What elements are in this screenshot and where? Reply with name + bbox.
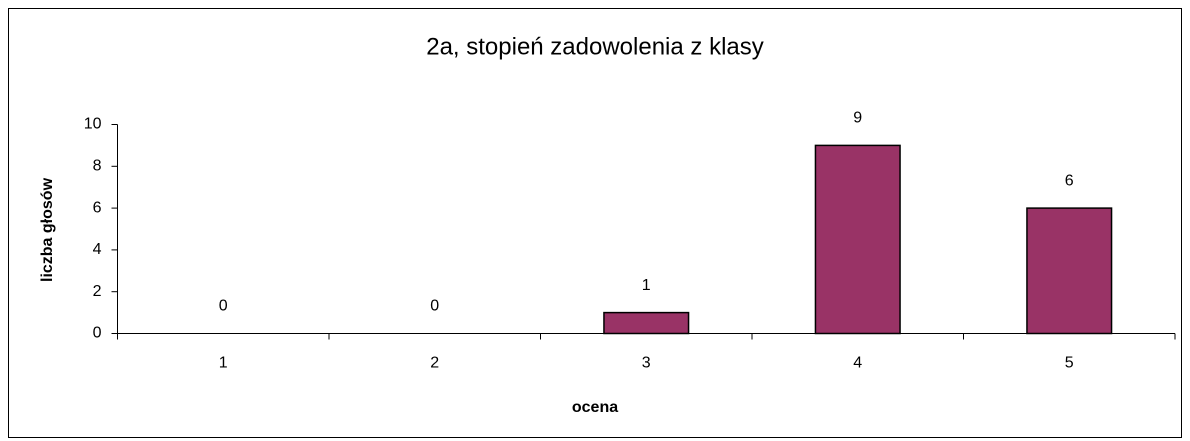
x-tick-label: 3 [642,355,651,372]
x-axis-title: ocena [572,399,618,416]
x-tick-label: 2 [430,355,439,372]
data-label: 9 [853,110,862,127]
y-axis-title: liczba głosów [39,177,56,282]
y-tick-label: 2 [93,283,102,300]
data-label: 1 [642,277,651,294]
y-tick-label: 10 [84,116,102,133]
x-tick-label: 5 [1065,355,1074,372]
bar [814,144,901,335]
data-label: 0 [430,298,439,315]
chart-title: 2a, stopień zadowolenia z klasy [426,33,764,60]
y-tick-label: 4 [93,241,102,258]
data-label: 6 [1065,172,1074,189]
y-tick-label: 6 [93,199,102,216]
data-label: 0 [219,298,228,315]
y-tick-label: 8 [93,158,102,175]
chart-border [8,8,1182,438]
y-tick-label: 0 [93,325,102,342]
x-tick-label: 1 [219,355,228,372]
bar [1026,207,1113,335]
bar [603,311,690,335]
x-tick-label: 4 [853,355,862,372]
